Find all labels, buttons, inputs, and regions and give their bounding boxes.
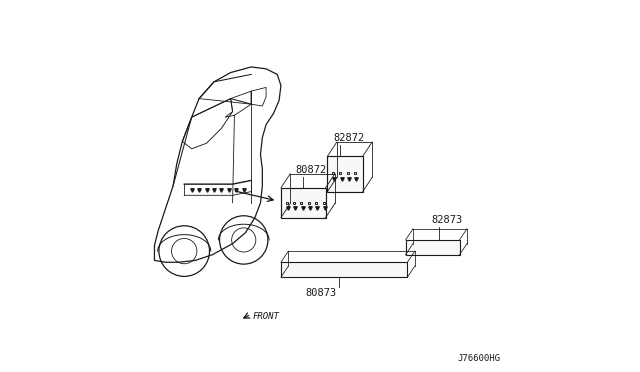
Text: 82872: 82872 xyxy=(333,133,364,143)
Text: 80872: 80872 xyxy=(296,165,327,175)
Polygon shape xyxy=(281,188,326,218)
Text: 82873: 82873 xyxy=(431,215,463,225)
Polygon shape xyxy=(328,156,363,192)
Polygon shape xyxy=(406,240,460,255)
Text: 80873: 80873 xyxy=(305,288,337,298)
Polygon shape xyxy=(281,262,408,277)
Text: J76600HG: J76600HG xyxy=(458,354,500,363)
Text: FRONT: FRONT xyxy=(252,312,279,321)
